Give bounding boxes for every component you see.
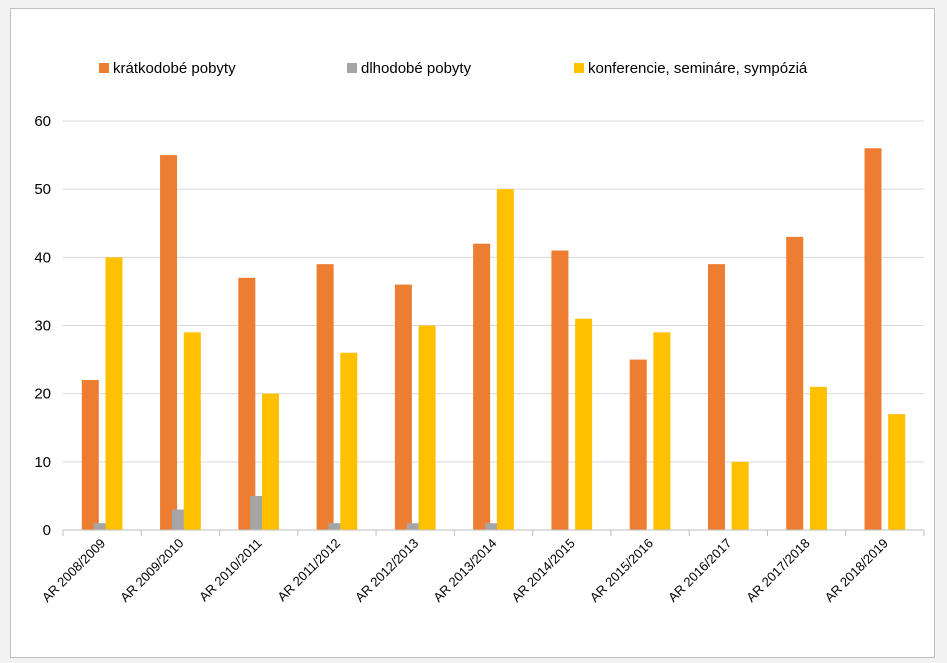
bar [81,380,99,530]
legend-item: krátkodobé pobyty [99,60,236,77]
legend-item: dlhodobé pobyty [347,60,472,77]
bar [485,523,502,530]
bar [575,318,593,530]
y-tick-label: 20 [34,386,51,403]
bar [316,264,334,530]
bar [93,523,111,530]
bar [629,359,647,530]
legend: krátkodobé pobyty dlhodobé pobyty konferen… [99,60,808,77]
x-tick-label: AR 2014/2015 [509,536,578,605]
legend-swatch [99,63,109,73]
x-tick-label: AR 2011/2012 [274,536,343,605]
bar [406,523,424,530]
y-tick-label: 50 [34,181,51,198]
bar [707,264,725,530]
x-tick-label: AR 2013/2014 [430,536,499,605]
bar [653,332,671,530]
y-tick-label: 0 [43,522,51,539]
bar [262,393,280,530]
y-tick-label: 10 [34,454,51,471]
bar [731,461,749,530]
bar [160,155,178,531]
y-tick-label: 30 [34,318,51,335]
bar-chart: krátkodobé pobyty dlhodobé pobyty konferen… [34,60,925,605]
bar [238,277,256,530]
bar [328,523,346,530]
y-tick-label: 60 [34,113,51,130]
bar [183,332,201,530]
bar [786,236,804,530]
bar [496,189,514,530]
bar [340,352,358,530]
bar [418,325,436,530]
bar [394,284,412,530]
legend-label: krátkodobé pobyty [113,60,236,77]
x-tick-label: AR 2015/2016 [587,536,656,605]
x-axis: AR 2008/2009 AR 2009/2010 AR 2010/2011 AR 2… [39,529,925,605]
x-tick-label: AR 2017/2018 [743,536,812,605]
bar [105,257,123,530]
y-tick-label: 40 [34,249,51,266]
bar [551,250,569,530]
x-tick-label: AR 2008/2009 [39,536,108,605]
x-tick-label: AR 2010/2011 [196,536,265,605]
legend-swatch [574,63,584,73]
bar [809,386,827,530]
y-axis: 0 10 20 30 40 50 60 [34,113,51,539]
bar [473,243,491,530]
legend-label: konferencie, semináre, sympóziá [588,60,808,77]
bar [864,148,882,530]
x-tick-label: AR 2012/2013 [352,536,421,605]
legend-item: konferencie, semináre, sympóziá [574,60,808,77]
chart-frame: krátkodobé pobyty dlhodobé pobyty konferen… [10,8,935,658]
x-tick-label: AR 2016/2017 [665,536,734,605]
bars [81,148,906,531]
legend-label: dlhodobé pobyty [361,60,472,77]
bar [888,414,906,530]
gridlines [63,120,924,531]
x-tick-label: AR 2009/2010 [117,536,186,605]
legend-swatch [347,63,357,73]
x-tick-label: AR 2018/2019 [822,536,891,605]
